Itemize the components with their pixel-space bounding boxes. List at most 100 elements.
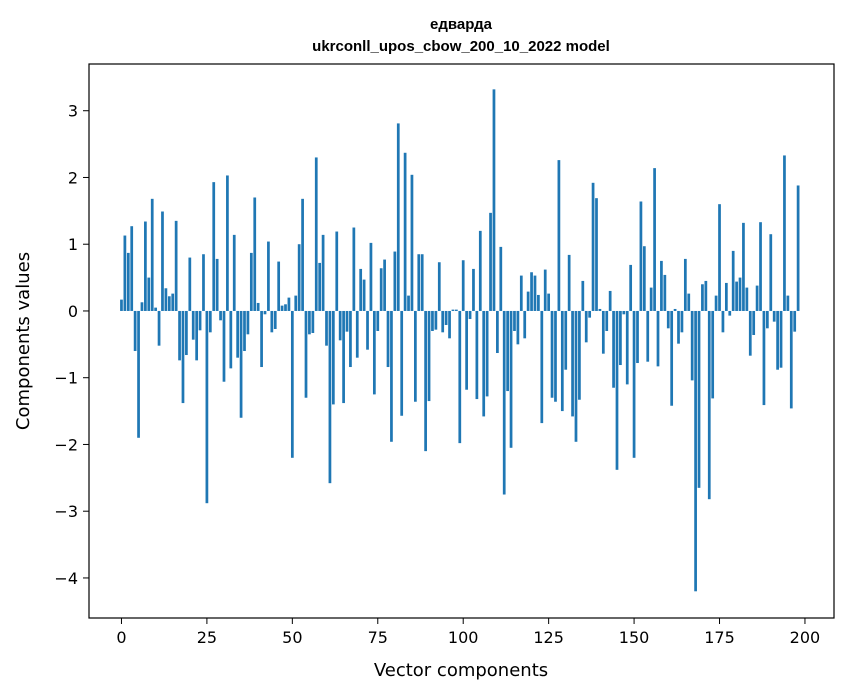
bar	[208, 310, 212, 333]
bar	[506, 310, 510, 392]
bar	[731, 250, 735, 311]
bar	[533, 275, 537, 311]
bar	[660, 260, 663, 311]
x-tick-label: 150	[619, 628, 650, 647]
bar	[646, 310, 650, 362]
bar	[123, 235, 127, 311]
bar	[246, 310, 250, 335]
bar	[537, 294, 540, 311]
y-axis: −4 −3 −2 −1 0 1 2 3	[54, 102, 89, 588]
bar	[202, 254, 205, 311]
bar	[120, 299, 123, 311]
bar	[683, 258, 687, 311]
bar	[366, 310, 369, 350]
y-tick-label: 0	[68, 302, 78, 321]
bar	[608, 290, 612, 311]
bar	[680, 310, 684, 333]
bar	[444, 310, 448, 325]
x-tick-label: 100	[448, 628, 479, 647]
bar	[591, 182, 595, 311]
bar	[765, 310, 769, 329]
bar	[260, 310, 263, 368]
bar	[318, 262, 322, 311]
bar	[417, 254, 421, 311]
bar	[349, 310, 352, 368]
bar	[164, 288, 168, 311]
bar	[581, 280, 585, 311]
bar	[571, 310, 574, 417]
bar	[738, 277, 742, 311]
bar	[547, 293, 551, 311]
bar	[212, 182, 216, 311]
bar	[335, 231, 339, 311]
bar	[345, 310, 349, 332]
bars-group	[120, 89, 800, 592]
bar	[759, 222, 762, 311]
bar	[379, 268, 383, 311]
bar	[427, 310, 431, 402]
bar	[325, 310, 328, 346]
bar	[178, 310, 181, 361]
bar	[284, 304, 287, 311]
x-tick-label: 50	[282, 628, 302, 647]
bar	[701, 284, 704, 311]
bar	[622, 310, 626, 315]
bar	[472, 268, 475, 311]
bar	[519, 275, 523, 311]
bar	[478, 230, 482, 311]
bar	[342, 310, 345, 404]
bar	[605, 310, 609, 331]
y-axis-label: Components values	[13, 252, 34, 430]
bar	[632, 310, 636, 458]
bar	[232, 234, 236, 311]
bar	[191, 310, 195, 340]
bar	[253, 197, 257, 311]
bar	[745, 287, 749, 311]
bar	[530, 272, 533, 311]
bar	[280, 305, 284, 311]
bar	[270, 310, 274, 333]
bar	[434, 310, 438, 330]
bar	[157, 310, 161, 346]
bar	[328, 310, 332, 484]
bar	[185, 310, 188, 356]
y-tick-label: 3	[68, 102, 78, 121]
bar	[263, 310, 267, 315]
bar	[492, 89, 496, 311]
bar	[376, 310, 380, 331]
bar	[147, 277, 151, 311]
bar	[724, 282, 728, 311]
bar	[372, 310, 376, 395]
x-tick-label: 125	[533, 628, 564, 647]
bar	[728, 310, 732, 316]
bar	[509, 310, 513, 448]
bar	[502, 310, 506, 495]
chart-subtitle: ukrconll_upos_cbow_200_10_2022 model	[312, 38, 610, 55]
bar	[540, 310, 544, 424]
bar	[639, 201, 643, 311]
bar	[140, 302, 144, 311]
bar	[396, 123, 400, 311]
bar	[673, 308, 677, 311]
bar	[256, 302, 260, 311]
bar	[400, 310, 404, 416]
bar	[331, 310, 335, 405]
bar	[513, 310, 516, 331]
bar	[482, 310, 486, 417]
bar	[677, 310, 680, 344]
bar	[786, 295, 790, 311]
bar	[475, 310, 479, 400]
bar	[290, 310, 294, 458]
bar	[697, 310, 701, 488]
bar	[793, 310, 797, 332]
bar	[461, 260, 465, 311]
bar	[359, 268, 363, 311]
bar	[448, 310, 451, 339]
bar	[629, 264, 633, 311]
bar	[294, 295, 298, 311]
bar	[393, 251, 397, 311]
bar	[338, 310, 342, 341]
y-tick-label: −1	[54, 369, 78, 388]
bar	[369, 242, 373, 311]
